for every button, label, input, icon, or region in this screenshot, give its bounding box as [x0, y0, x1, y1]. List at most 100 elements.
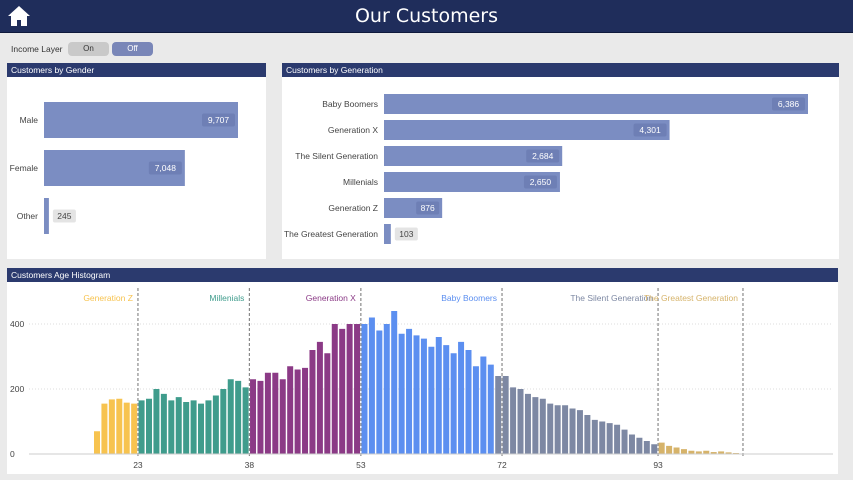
- histogram-bar[interactable]: [368, 317, 375, 455]
- histogram-bar[interactable]: [472, 366, 479, 454]
- histogram-bar[interactable]: [376, 330, 383, 455]
- histogram-bar[interactable]: [658, 442, 665, 454]
- histogram-bar[interactable]: [227, 379, 234, 454]
- histogram-bar[interactable]: [539, 398, 546, 454]
- histogram-bar[interactable]: [480, 356, 487, 455]
- histogram-bar[interactable]: [108, 399, 115, 454]
- histogram-bar[interactable]: [324, 353, 331, 454]
- histogram-bar[interactable]: [309, 350, 316, 454]
- histogram-bar[interactable]: [554, 405, 561, 454]
- income-layer-off-button[interactable]: Off: [112, 42, 153, 56]
- histogram-bar[interactable]: [666, 445, 673, 454]
- histogram-bar[interactable]: [606, 423, 613, 454]
- histogram-bar[interactable]: [175, 397, 182, 454]
- histogram-bar[interactable]: [183, 402, 190, 454]
- histogram-bar[interactable]: [636, 437, 643, 454]
- generation-label: Generation X: [306, 293, 356, 303]
- histogram-bar[interactable]: [495, 376, 502, 454]
- histogram-bar[interactable]: [339, 328, 346, 454]
- header-bar: Our Customers: [0, 0, 853, 33]
- histogram-bar[interactable]: [354, 324, 361, 454]
- histogram-bar[interactable]: [591, 419, 598, 454]
- histogram-bar[interactable]: [316, 341, 323, 454]
- histogram-bar[interactable]: [123, 402, 130, 454]
- histogram-bar[interactable]: [250, 379, 257, 454]
- histogram-bar[interactable]: [257, 380, 264, 454]
- histogram-bar[interactable]: [443, 345, 450, 454]
- histogram-bar[interactable]: [168, 400, 175, 454]
- histogram-bar[interactable]: [294, 369, 301, 455]
- histogram-bar[interactable]: [146, 398, 153, 454]
- histogram-bar[interactable]: [510, 387, 517, 454]
- histogram-bar[interactable]: [153, 389, 160, 454]
- histogram-bar[interactable]: [643, 441, 650, 454]
- histogram-bar[interactable]: [614, 424, 621, 454]
- data-label: 2,684: [532, 151, 554, 161]
- histogram-bar[interactable]: [235, 380, 242, 454]
- bar[interactable]: [384, 146, 563, 166]
- histogram-bar[interactable]: [331, 324, 338, 454]
- histogram-bar[interactable]: [272, 372, 279, 454]
- histogram-bar[interactable]: [547, 403, 554, 454]
- histogram-bar[interactable]: [651, 444, 658, 454]
- histogram-bar[interactable]: [673, 447, 680, 455]
- histogram-bar[interactable]: [406, 328, 413, 454]
- histogram-bar[interactable]: [599, 421, 606, 455]
- histogram-bar[interactable]: [361, 324, 368, 454]
- income-layer-on-button[interactable]: On: [68, 42, 109, 56]
- histogram-bar[interactable]: [569, 408, 576, 455]
- histogram-bar[interactable]: [703, 450, 710, 454]
- histogram-bar[interactable]: [264, 372, 271, 454]
- histogram-bar[interactable]: [198, 403, 205, 454]
- histogram-bar[interactable]: [160, 393, 167, 454]
- histogram-bar[interactable]: [346, 324, 353, 454]
- bar[interactable]: [44, 198, 49, 234]
- histogram-bar[interactable]: [131, 403, 138, 454]
- histogram-bar[interactable]: [383, 324, 390, 454]
- histogram-bar[interactable]: [242, 387, 249, 454]
- histogram-bar[interactable]: [502, 376, 509, 454]
- histogram-bar[interactable]: [680, 449, 687, 454]
- histogram-bar[interactable]: [205, 400, 212, 454]
- histogram-bar[interactable]: [302, 367, 309, 454]
- histogram-bar[interactable]: [688, 450, 695, 454]
- histogram-bar[interactable]: [420, 338, 427, 454]
- generation-label: Generation Z: [83, 293, 133, 303]
- histogram-bar[interactable]: [576, 410, 583, 454]
- histogram-bar[interactable]: [101, 403, 108, 454]
- histogram-bar[interactable]: [458, 341, 465, 454]
- histogram-bar[interactable]: [718, 451, 725, 454]
- histogram-bar[interactable]: [450, 353, 457, 454]
- generation-label: The Greatest Generation: [644, 293, 738, 303]
- histogram-bar[interactable]: [190, 400, 197, 454]
- histogram-bar[interactable]: [138, 400, 145, 454]
- histogram-bar[interactable]: [524, 393, 531, 454]
- histogram-bar[interactable]: [435, 337, 442, 454]
- histogram-bar[interactable]: [562, 405, 569, 454]
- histogram-bar[interactable]: [212, 395, 219, 455]
- histogram-bar[interactable]: [465, 350, 472, 454]
- bar[interactable]: [384, 224, 391, 244]
- histogram-bar[interactable]: [220, 389, 227, 454]
- histogram-bar[interactable]: [287, 366, 294, 454]
- histogram-bar[interactable]: [725, 452, 732, 454]
- histogram-bar[interactable]: [116, 398, 123, 454]
- histogram-bar[interactable]: [94, 431, 100, 454]
- histogram-bar[interactable]: [413, 335, 420, 454]
- histogram-bar[interactable]: [695, 451, 702, 454]
- histogram-bar[interactable]: [621, 429, 628, 454]
- histogram-bar[interactable]: [398, 333, 405, 454]
- histogram-bar[interactable]: [628, 434, 635, 455]
- histogram-bar[interactable]: [710, 452, 717, 454]
- histogram-bar[interactable]: [428, 346, 435, 454]
- histogram-bar[interactable]: [532, 397, 539, 454]
- histogram-bar[interactable]: [517, 389, 524, 454]
- bar[interactable]: [384, 94, 808, 114]
- histogram-bar[interactable]: [391, 311, 398, 454]
- bar[interactable]: [384, 120, 670, 140]
- bar[interactable]: [384, 172, 560, 192]
- histogram-bar[interactable]: [279, 379, 286, 454]
- histogram-bar[interactable]: [487, 364, 494, 454]
- home-icon[interactable]: [6, 4, 32, 28]
- histogram-bar[interactable]: [584, 415, 591, 454]
